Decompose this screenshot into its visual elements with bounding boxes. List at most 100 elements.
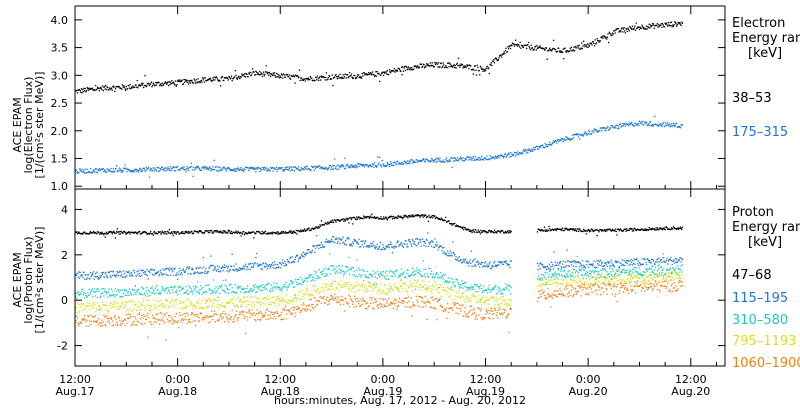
data-point — [252, 266, 254, 268]
data-point — [603, 229, 605, 232]
data-point — [180, 289, 183, 291]
data-point — [464, 158, 466, 160]
data-point — [154, 232, 156, 235]
data-point — [75, 292, 77, 294]
data-point — [357, 74, 359, 76]
data-point — [145, 290, 147, 292]
data-point — [347, 163, 349, 166]
data-point — [561, 267, 563, 269]
data-point — [651, 228, 653, 231]
data-point — [639, 273, 641, 275]
data-point — [244, 73, 246, 75]
data-point — [623, 260, 625, 262]
data-point — [139, 85, 142, 87]
data-point — [85, 274, 87, 276]
data-point — [343, 274, 345, 276]
data-point — [157, 270, 159, 273]
data-point — [340, 77, 342, 79]
data-point — [346, 163, 348, 166]
data-point — [129, 233, 131, 235]
data-point — [654, 25, 656, 27]
data-point — [484, 289, 486, 292]
data-point — [446, 160, 448, 162]
data-point — [207, 298, 210, 300]
data-point — [155, 292, 157, 294]
data-point — [477, 231, 479, 233]
data-point — [142, 287, 144, 289]
data-point — [218, 230, 220, 233]
data-point — [578, 228, 580, 231]
data-point — [454, 254, 456, 256]
data-point — [578, 44, 580, 46]
data-point — [543, 226, 546, 228]
data-point — [600, 36, 602, 38]
data-point — [538, 265, 540, 267]
data-point — [261, 289, 263, 292]
data-point — [665, 122, 667, 124]
data-point — [476, 64, 478, 66]
data-point — [126, 231, 128, 234]
data-point — [302, 79, 304, 81]
data-point — [154, 168, 156, 170]
data-point — [105, 293, 108, 295]
data-point — [115, 168, 117, 170]
data-point — [254, 284, 256, 286]
data-point — [679, 227, 681, 229]
data-point — [553, 228, 555, 231]
data-point — [555, 264, 557, 266]
data-point — [605, 229, 607, 231]
data-point — [486, 155, 488, 157]
data-point — [558, 228, 560, 230]
data-point — [161, 274, 163, 276]
data-point — [183, 78, 185, 81]
data-point — [642, 27, 644, 29]
data-point — [210, 292, 212, 295]
data-point — [212, 166, 214, 168]
data-point — [195, 167, 197, 169]
data-point — [257, 166, 260, 169]
data-point — [465, 282, 467, 284]
data-point — [472, 287, 474, 289]
data-point — [327, 240, 329, 242]
data-point — [87, 294, 90, 296]
data-point — [218, 231, 220, 234]
data-point — [485, 231, 487, 233]
data-point — [341, 164, 343, 166]
data-point — [313, 166, 315, 168]
data-point — [82, 304, 84, 306]
data-point — [665, 269, 668, 271]
data-point — [91, 171, 93, 173]
data-point — [78, 271, 80, 273]
data-point — [212, 231, 214, 233]
data-point — [457, 283, 460, 285]
data-point — [285, 264, 287, 267]
data-point — [168, 81, 170, 83]
data-point — [400, 242, 402, 244]
data-point — [223, 291, 226, 293]
data-point — [184, 81, 186, 83]
data-point — [381, 274, 383, 276]
data-point — [281, 262, 283, 264]
data-point — [352, 274, 354, 276]
data-point — [282, 77, 284, 79]
data-point — [345, 244, 347, 246]
data-point — [271, 167, 273, 169]
data-point — [255, 286, 258, 288]
data-point — [80, 275, 82, 277]
data-point — [305, 278, 308, 280]
data-point — [576, 230, 578, 232]
data-point — [376, 71, 378, 73]
data-point — [497, 59, 499, 62]
data-point — [527, 151, 529, 154]
data-point — [579, 266, 581, 268]
data-point — [398, 68, 401, 70]
data-point — [375, 71, 377, 73]
data-point — [337, 164, 339, 166]
data-point — [316, 275, 319, 277]
data-point — [255, 291, 257, 293]
data-point — [309, 229, 311, 232]
data-point — [298, 279, 300, 281]
data-point — [669, 228, 671, 231]
data-point — [378, 246, 380, 248]
data-point — [405, 240, 407, 242]
